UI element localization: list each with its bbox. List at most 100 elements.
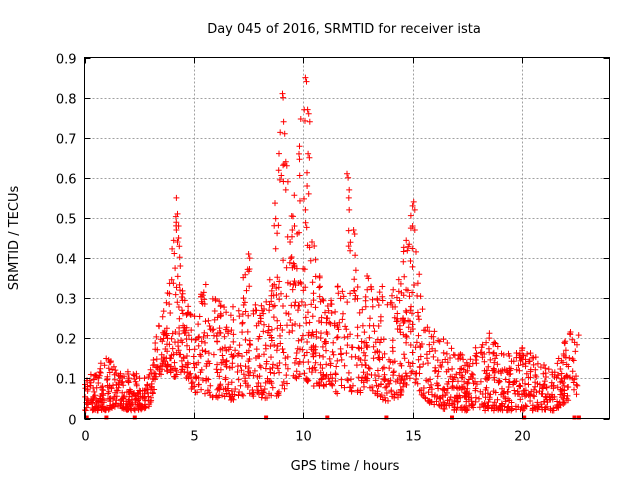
data-point bbox=[217, 313, 224, 320]
data-point bbox=[344, 333, 351, 340]
data-point bbox=[286, 329, 293, 336]
data-point bbox=[493, 405, 500, 412]
data-point bbox=[99, 383, 106, 390]
data-point bbox=[472, 385, 479, 392]
y-axis-label: SRMTID / TECUs bbox=[7, 186, 22, 291]
data-point bbox=[85, 401, 92, 408]
data-point bbox=[479, 354, 486, 361]
x-tick-label: 20 bbox=[514, 430, 531, 445]
data-point bbox=[275, 167, 282, 174]
data-point bbox=[253, 322, 260, 329]
data-point bbox=[551, 369, 558, 376]
data-point bbox=[347, 290, 354, 297]
data-point bbox=[302, 206, 309, 213]
data-point bbox=[191, 383, 198, 390]
data-point bbox=[180, 354, 187, 361]
data-point bbox=[288, 213, 295, 219]
data-point bbox=[246, 390, 253, 397]
data-point bbox=[400, 383, 406, 390]
data-point bbox=[253, 346, 260, 353]
data-point bbox=[263, 360, 270, 367]
data-point bbox=[261, 321, 267, 328]
data-point bbox=[268, 392, 275, 399]
data-point bbox=[453, 384, 460, 391]
data-point bbox=[166, 301, 173, 308]
data-point bbox=[255, 387, 262, 394]
data-point bbox=[152, 340, 159, 346]
data-point bbox=[417, 353, 424, 360]
data-point bbox=[494, 343, 501, 350]
data-point-zero bbox=[264, 415, 269, 420]
data-point bbox=[327, 360, 334, 367]
data-point bbox=[530, 361, 537, 368]
data-point bbox=[460, 356, 467, 363]
data-point bbox=[164, 361, 171, 368]
data-point bbox=[319, 365, 326, 372]
data-point bbox=[418, 341, 425, 347]
data-point bbox=[412, 379, 419, 386]
data-point bbox=[499, 402, 506, 408]
data-point bbox=[555, 355, 562, 362]
data-point bbox=[312, 350, 319, 356]
data-point bbox=[359, 322, 366, 329]
data-point bbox=[245, 312, 252, 319]
data-point bbox=[158, 351, 165, 358]
data-point bbox=[339, 288, 346, 295]
data-point bbox=[242, 308, 249, 315]
data-point bbox=[265, 327, 272, 334]
data-point bbox=[278, 172, 285, 179]
data-point bbox=[451, 404, 458, 411]
data-point bbox=[389, 304, 396, 310]
data-point bbox=[305, 110, 312, 117]
data-point bbox=[207, 382, 214, 389]
data-point bbox=[274, 274, 281, 281]
data-point bbox=[174, 273, 181, 280]
data-point bbox=[152, 346, 159, 353]
data-point bbox=[228, 388, 235, 394]
data-point bbox=[302, 74, 309, 81]
data-point-zero bbox=[84, 415, 89, 420]
data-point bbox=[375, 302, 382, 309]
data-point bbox=[527, 374, 534, 381]
data-point bbox=[415, 332, 422, 339]
data-point bbox=[409, 349, 416, 356]
data-point bbox=[432, 347, 439, 354]
data-point bbox=[185, 375, 192, 382]
data-point bbox=[316, 318, 322, 324]
data-point bbox=[454, 385, 461, 392]
data-point bbox=[575, 332, 582, 339]
data-point bbox=[150, 375, 157, 382]
data-point bbox=[407, 212, 414, 219]
data-point bbox=[246, 283, 253, 290]
data-point bbox=[466, 402, 473, 409]
data-point bbox=[386, 365, 393, 372]
data-point bbox=[442, 356, 449, 363]
data-point bbox=[345, 377, 352, 384]
data-point bbox=[159, 313, 166, 320]
data-point bbox=[96, 404, 103, 410]
data-point bbox=[287, 239, 294, 245]
data-point bbox=[191, 313, 198, 320]
data-point bbox=[266, 378, 273, 385]
data-point bbox=[258, 302, 265, 309]
data-point bbox=[405, 359, 412, 366]
data-point bbox=[213, 393, 220, 400]
data-point bbox=[531, 393, 538, 400]
data-point bbox=[464, 380, 471, 387]
data-point bbox=[530, 354, 537, 361]
data-point bbox=[401, 351, 407, 358]
data-point bbox=[87, 371, 94, 378]
data-point bbox=[175, 343, 182, 350]
data-point bbox=[379, 354, 386, 361]
y-tick-label: 0.1 bbox=[56, 373, 77, 388]
data-point bbox=[429, 391, 435, 398]
data-point bbox=[320, 353, 327, 360]
data-point bbox=[113, 397, 120, 404]
data-point bbox=[125, 371, 132, 377]
data-point bbox=[239, 319, 246, 326]
data-point bbox=[530, 392, 537, 399]
data-point bbox=[195, 334, 202, 341]
data-point bbox=[174, 210, 181, 217]
data-point-zero bbox=[132, 415, 137, 420]
data-point bbox=[399, 375, 406, 382]
